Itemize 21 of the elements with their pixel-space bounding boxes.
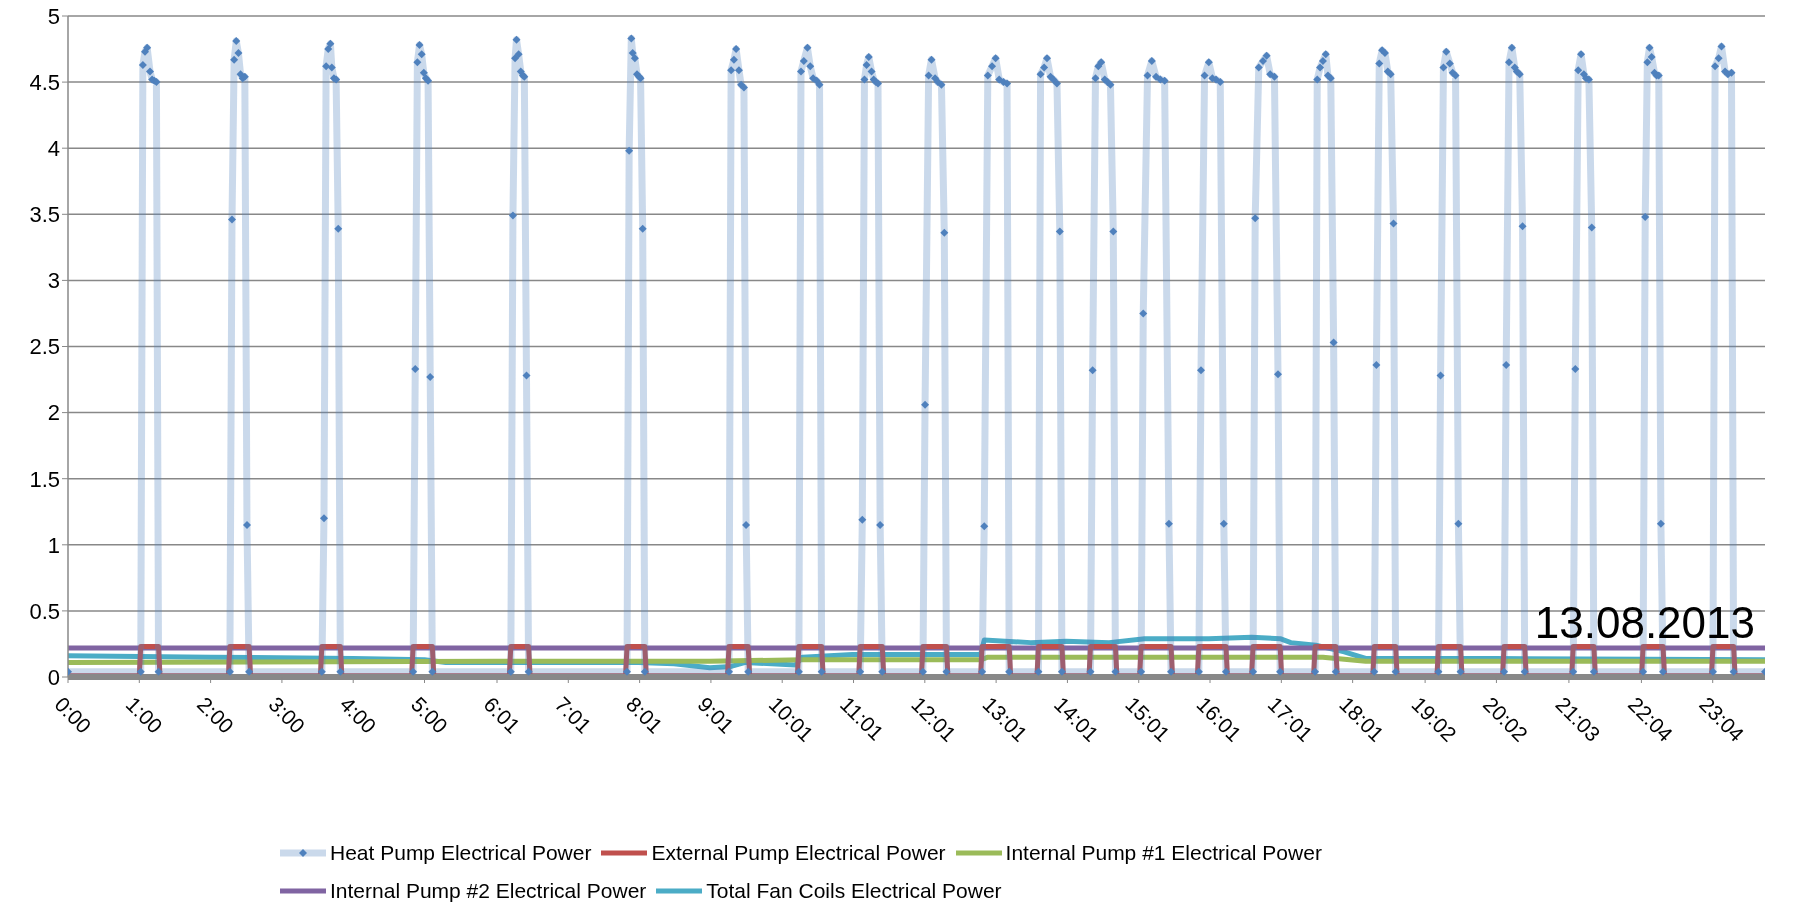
y-tick-label: 1.5 <box>29 466 60 492</box>
y-tick-label: 5 <box>47 3 60 29</box>
legend-label: Total Fan Coils Electrical Power <box>706 879 1002 903</box>
annotation: 13.08.2013 <box>1534 598 1755 648</box>
x-tick-label: 4:00 <box>335 692 381 738</box>
x-tick-label: 1:00 <box>121 692 167 738</box>
y-tick-label: 2 <box>47 400 60 426</box>
y-tick-label: 1 <box>47 532 60 558</box>
legend-label: Heat Pump Electrical Power <box>330 841 592 865</box>
legend-label: Internal Pump #1 Electrical Power <box>1005 841 1322 865</box>
legend-label: Internal Pump #2 Electrical Power <box>330 879 647 903</box>
y-tick-label: 4.5 <box>29 69 60 95</box>
x-tick-label: 0:00 <box>50 692 96 738</box>
y-tick-label: 0 <box>47 664 60 690</box>
y-tick-label: 3.5 <box>29 202 60 228</box>
legend-label: External Pump Electrical Power <box>651 841 946 865</box>
y-tick-label: 4 <box>47 136 60 162</box>
y-tick-label: 0.5 <box>29 598 60 624</box>
y-tick-label: 3 <box>47 268 60 294</box>
x-tick-label: 2:00 <box>193 692 239 738</box>
y-tick-label: 2.5 <box>29 334 60 360</box>
